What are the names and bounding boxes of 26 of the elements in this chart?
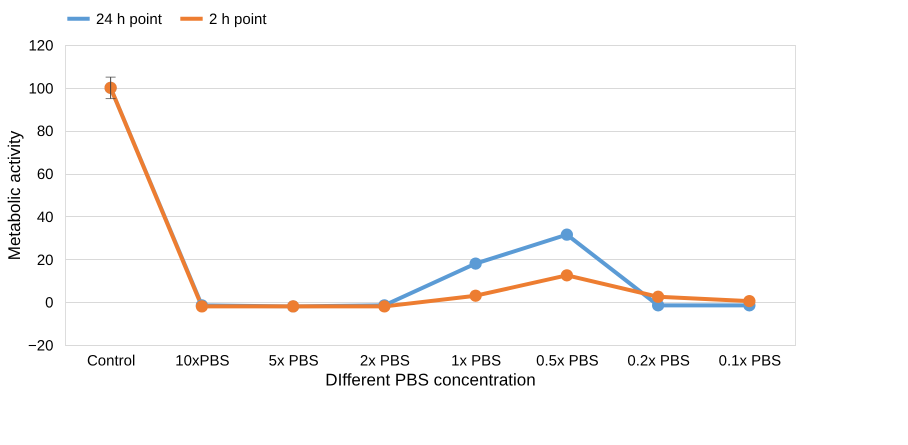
point <box>743 294 756 308</box>
x-tick-label: Control <box>86 352 136 370</box>
x-tick-label: 10xPBS <box>175 352 230 370</box>
x-tick-label: 0.5x PBS <box>536 352 599 370</box>
y-tick-label: 80 <box>36 123 54 140</box>
x-axis-title: DIfferent PBS concentration <box>325 370 536 390</box>
x-tick-label: 2x PBS <box>360 352 410 370</box>
y-tick-label: 0 <box>45 294 54 312</box>
y-tick-label: 40 <box>36 208 54 226</box>
y-tick-label: 20 <box>36 252 54 269</box>
y-tick-label: −20 <box>28 338 54 354</box>
x-tick-label: 0.1x PBS <box>718 352 782 370</box>
point <box>652 290 664 303</box>
point <box>560 228 573 241</box>
x-tick-label: 5x PBS <box>268 352 319 370</box>
point <box>560 269 573 282</box>
x-tick-label: 1x PBS <box>451 352 502 370</box>
y-tick-label: 120 <box>28 38 54 54</box>
y-tick-label: 60 <box>36 166 54 184</box>
x-tick-label: 0.2x PBS <box>627 352 690 370</box>
y-tick-label: 100 <box>28 80 54 98</box>
point <box>470 257 482 270</box>
point <box>470 290 482 302</box>
legend-label: 24 h point <box>96 10 163 28</box>
y-axis-title: Metabolic activity <box>5 130 24 260</box>
legend-label: 2 h point <box>209 10 268 28</box>
